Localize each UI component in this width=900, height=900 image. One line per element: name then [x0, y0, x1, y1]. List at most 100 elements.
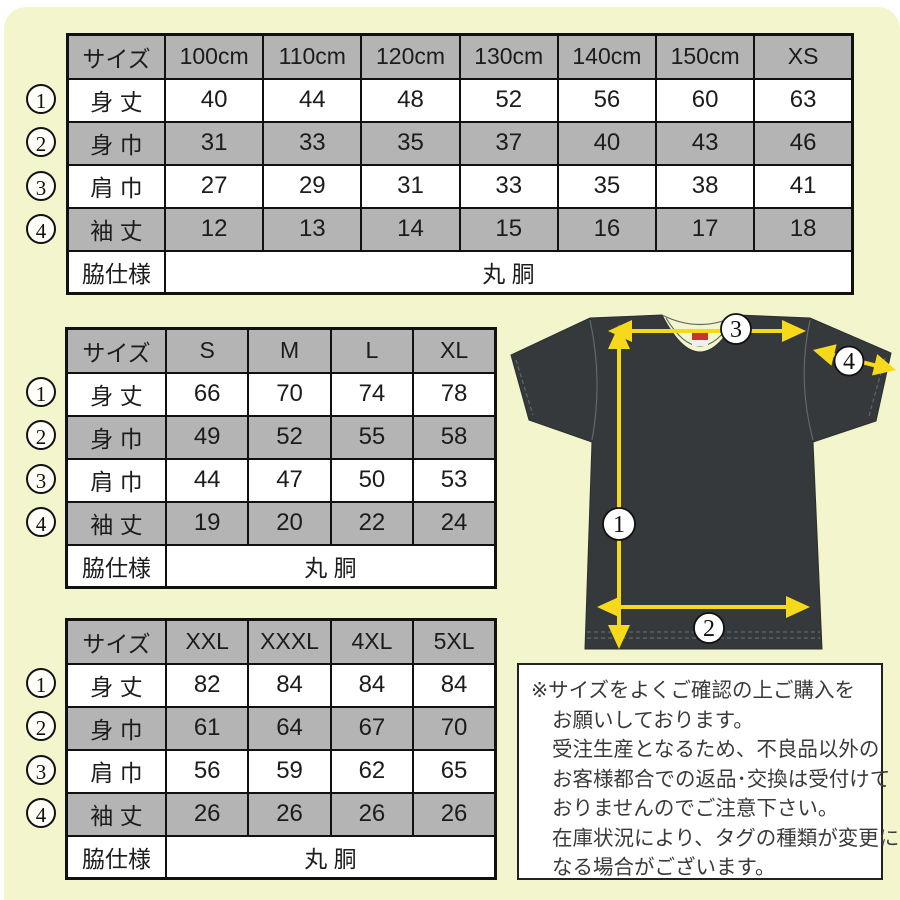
value-cell: 14 [360, 206, 461, 252]
row-label-cell: 袖 丈 [66, 206, 166, 252]
column-header-cell: XXL [164, 618, 250, 665]
value-cell: 22 [329, 500, 415, 546]
value-cell: 20 [247, 500, 332, 546]
value-cell: 12 [163, 206, 265, 252]
value-cell: 65 [412, 748, 497, 794]
value-cell: 26 [164, 791, 250, 837]
note-line: ※サイズをよくご確認の上ご購入を [531, 679, 856, 702]
value-cell: 18 [753, 206, 854, 252]
marker-4-icon: 4 [26, 507, 56, 537]
size-header-cell: サイズ [66, 33, 166, 80]
footer-value-cell: 丸 胴 [164, 249, 854, 295]
footer-value-cell: 丸 胴 [165, 543, 497, 589]
row-label-cell: 肩 巾 [65, 457, 167, 503]
row-label-cell: 身 巾 [65, 705, 167, 751]
marker-1-icon: 1 [26, 668, 56, 698]
size-table-kids: サイズ 100cm 110cm 120cm 130cm 140cm 150cm XS 身 丈 40… [66, 33, 854, 295]
row-label-cell: 袖 丈 [65, 791, 167, 837]
row-label-cell: 身 丈 [65, 662, 167, 708]
note-line: お願いしております。 [552, 708, 754, 732]
column-header-cell: XS [753, 33, 854, 80]
marker-4-icon: 4 [26, 798, 56, 828]
marker-1-icon: 1 [26, 377, 56, 407]
note-line: 受注生産となるため、不良品以外の [552, 738, 880, 761]
value-cell: 31 [163, 120, 265, 166]
note-line: おりませんのでご注意下さい。 [552, 797, 839, 820]
table-row: 肩 巾 44 47 50 53 [65, 457, 497, 503]
table-header-row: サイズ S M L XL [65, 327, 497, 374]
value-cell: 41 [753, 163, 854, 209]
table-header-row: サイズ XXL XXXL 4XL 5XL [65, 618, 497, 665]
svg-text:4: 4 [843, 349, 855, 375]
body-length-arrow [617, 346, 621, 628]
value-cell: 84 [247, 662, 332, 708]
note-line: お客様都合での返品･交換は受付けて [552, 767, 891, 791]
value-cell: 35 [360, 120, 461, 166]
column-header-cell: 120cm [360, 33, 461, 80]
shoulder-width-arrow [622, 329, 792, 333]
size-header-cell: サイズ [65, 618, 167, 665]
value-cell: 82 [164, 662, 250, 708]
value-cell: 56 [164, 748, 250, 794]
row-label-cell: 身 巾 [65, 414, 167, 460]
value-cell: 52 [458, 77, 559, 123]
body-width-arrow [618, 605, 789, 609]
measurement-arrows [597, 320, 896, 649]
value-cell: 50 [329, 457, 415, 503]
value-cell: 40 [556, 120, 658, 166]
column-header-cell: XXXL [247, 618, 332, 665]
footer-value-cell: 丸 胴 [165, 834, 497, 880]
value-cell: 48 [360, 77, 461, 123]
value-cell: 56 [556, 77, 658, 123]
row-label-cell: 肩 巾 [66, 163, 166, 209]
marker-2-icon: 2 [26, 127, 56, 157]
size-header-cell: サイズ [65, 327, 167, 374]
value-cell: 52 [247, 414, 332, 460]
column-header-cell: L [329, 327, 415, 374]
value-cell: 44 [164, 457, 250, 503]
table-footer-row: 脇仕様丸 胴 [66, 249, 854, 295]
value-cell: 33 [262, 120, 363, 166]
column-header-cell: 150cm [655, 33, 756, 80]
diagram-marker-3-icon [720, 313, 752, 345]
value-cell: 16 [556, 206, 658, 252]
value-cell: 74 [329, 371, 415, 417]
value-cell: 59 [247, 748, 332, 794]
column-header-cell: 130cm [458, 33, 559, 80]
value-cell: 19 [164, 500, 250, 546]
diagram-marker-4-icon [833, 345, 865, 377]
marker-3-icon: 3 [26, 464, 56, 494]
collar-brand-tag [692, 332, 708, 346]
table-row: 身 巾 49 52 55 58 [65, 414, 497, 460]
table-row: 身 巾 61 64 67 70 [65, 705, 497, 751]
value-cell: 78 [412, 371, 497, 417]
value-cell: 38 [655, 163, 756, 209]
tshirt-silhouette [510, 314, 892, 650]
value-cell: 46 [753, 120, 854, 166]
value-cell: 62 [329, 748, 415, 794]
column-header-cell: M [247, 327, 332, 374]
value-cell: 53 [412, 457, 497, 503]
value-cell: 26 [247, 791, 332, 837]
value-cell: 84 [329, 662, 415, 708]
value-cell: 40 [163, 77, 265, 123]
diagram-marker-1-icon [602, 507, 636, 541]
value-cell: 63 [753, 77, 854, 123]
value-cell: 29 [262, 163, 363, 209]
value-cell: 33 [458, 163, 559, 209]
value-cell: 44 [262, 77, 363, 123]
value-cell: 35 [556, 163, 658, 209]
table-row: 身 丈 82 84 84 84 [65, 662, 497, 708]
column-header-cell: 4XL [329, 618, 415, 665]
diagram-number-labels: 3 4 1 2 [602, 313, 865, 644]
value-cell: 27 [163, 163, 265, 209]
value-cell: 66 [164, 371, 250, 417]
footer-label-cell: 脇仕様 [65, 834, 167, 880]
table-row: 袖 丈 12 13 14 15 16 17 18 [66, 206, 854, 252]
table-row: 身 丈 40 44 48 52 56 60 63 [66, 77, 854, 123]
purchase-note-box: ※サイズをよくご確認の上ご購入を お願いしております。 受注生産となるため、不良… [517, 663, 899, 880]
row-label-cell: 身 丈 [65, 371, 167, 417]
value-cell: 64 [247, 705, 332, 751]
value-cell: 13 [262, 206, 363, 252]
